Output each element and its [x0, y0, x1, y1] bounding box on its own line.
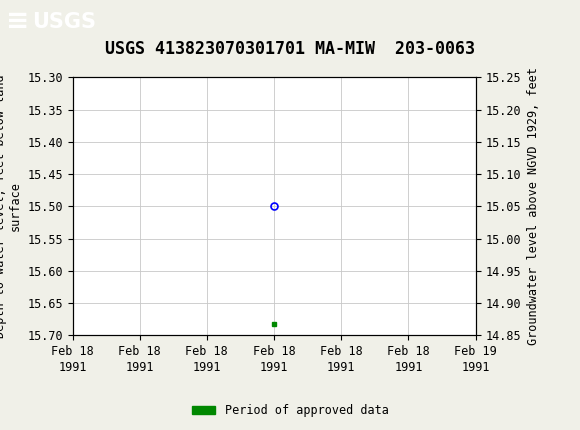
- Text: ≡: ≡: [6, 7, 29, 36]
- Text: USGS: USGS: [32, 12, 96, 31]
- Y-axis label: Depth to water level, feet below land
surface: Depth to water level, feet below land su…: [0, 74, 21, 338]
- Text: USGS 413823070301701 MA-MIW  203-0063: USGS 413823070301701 MA-MIW 203-0063: [105, 40, 475, 58]
- Legend: Period of approved data: Period of approved data: [187, 399, 393, 422]
- Y-axis label: Groundwater level above NGVD 1929, feet: Groundwater level above NGVD 1929, feet: [527, 68, 539, 345]
